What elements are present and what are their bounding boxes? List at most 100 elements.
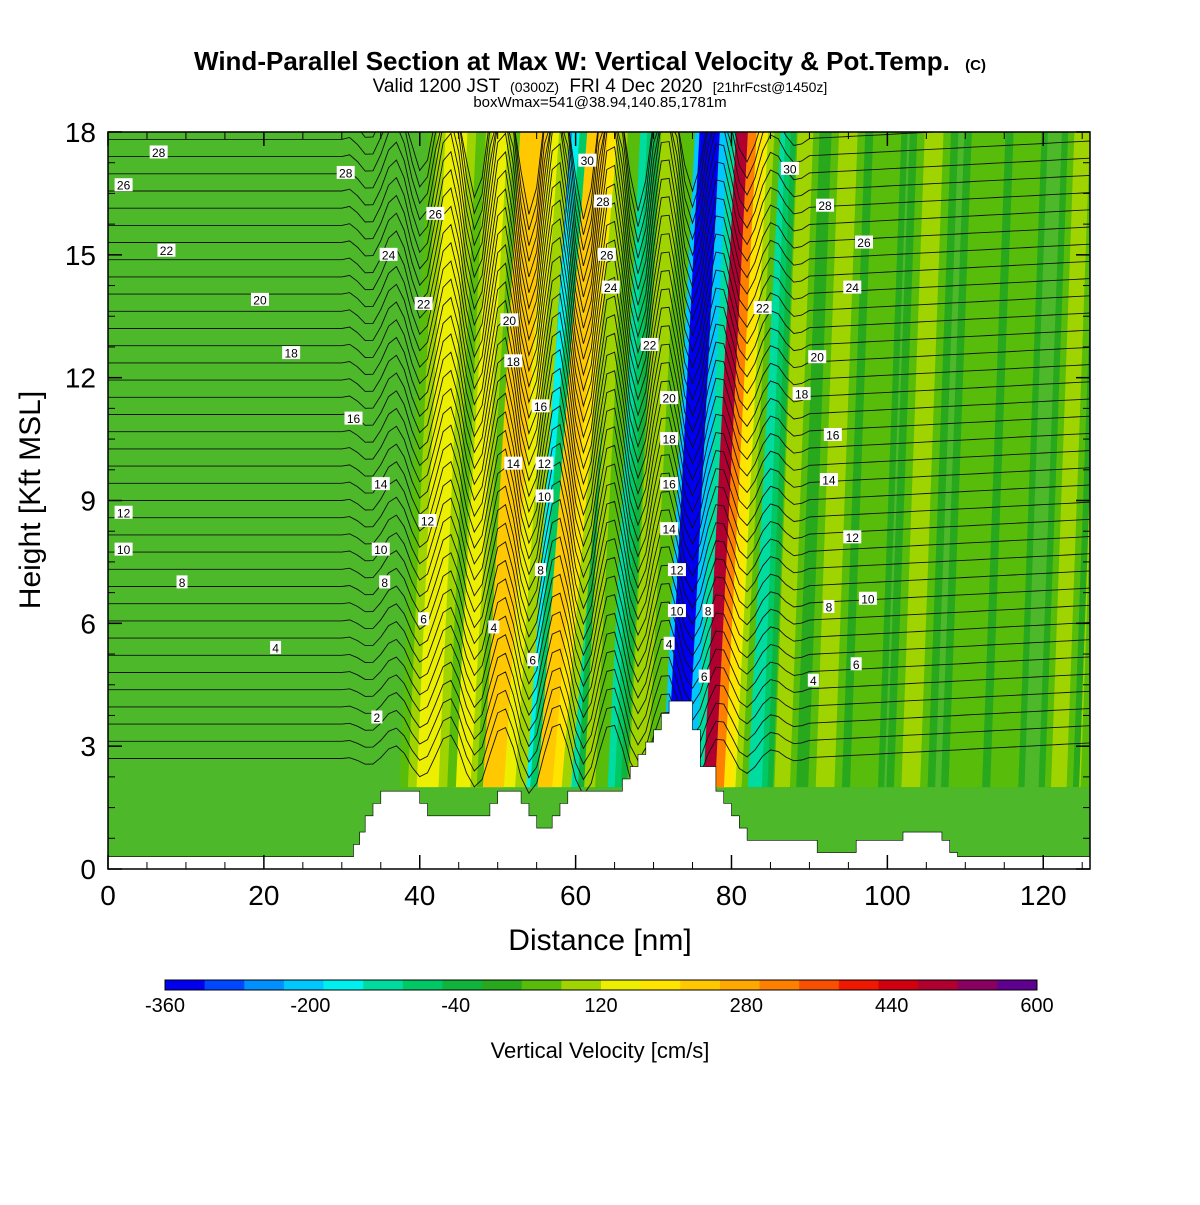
isotherm-label-1: 26 (114, 178, 133, 193)
isotherm-label-34: 20 (660, 391, 679, 406)
isotherm-label-bg (535, 489, 554, 503)
isotherm-label-bg (640, 337, 659, 351)
isotherm-line-17 (108, 405, 1090, 532)
isotherm-label-54: 8 (823, 599, 835, 614)
isotherm-label-text: 14 (822, 474, 836, 488)
isotherm-label-bg (667, 563, 686, 577)
isotherm-label-24: 12 (535, 456, 554, 471)
isotherm-line-23 (108, 292, 1090, 439)
isotherm-label-33: 22 (640, 337, 659, 352)
colorbar-swatch-5 (363, 980, 404, 990)
isotherm-label-text: 10 (117, 543, 131, 557)
y-axis-title: Height [Kft MSL] (14, 391, 47, 609)
isotherm-line-8 (108, 573, 1090, 672)
isotherm-label-text: 16 (662, 478, 676, 492)
isotherm-label-bg (535, 456, 554, 470)
velocity-band-15-0 (856, 132, 896, 788)
y-tick-label-6: 18 (65, 117, 96, 148)
colorbar-swatch-8 (482, 980, 523, 990)
isotherm-label-text: 20 (503, 314, 517, 328)
isotherm-label-4: 18 (282, 346, 301, 361)
isotherm-label-text: 24 (382, 248, 396, 262)
isotherm-line-9 (108, 555, 1090, 657)
isotherm-label-text: 12 (846, 531, 860, 545)
isotherm-label-text: 2 (374, 711, 381, 725)
isotherm-line-24 (108, 274, 1090, 424)
isotherm-line-25 (108, 255, 1090, 408)
colorbar: -360 -200 -40 120 280 440 600 (145, 979, 1054, 1017)
colorbar-swatch-11 (601, 980, 642, 990)
isotherm-label-text: 26 (857, 236, 871, 250)
colorbar-swatch-6 (402, 980, 443, 990)
isotherm-label-bg (504, 456, 523, 470)
isotherm-label-56: 4 (807, 673, 819, 688)
colorbar-swatch-21 (997, 980, 1038, 990)
isotherm-label-2: 22 (157, 243, 176, 258)
isotherm-label-bg (808, 350, 827, 364)
colorbar-swatch-3 (283, 980, 324, 990)
isotherm-label-32: 24 (601, 280, 620, 295)
isotherm-label-bg (858, 591, 877, 605)
isotherm-label-bg (819, 473, 838, 487)
isotherm-label-40: 4 (663, 636, 675, 651)
colorbar-swatch-1 (204, 980, 245, 990)
isotherm-label-bg (753, 301, 772, 315)
isotherm-line-30 (108, 161, 1090, 329)
plot-area: 2826222018161412108422826242212108620181… (65, 117, 1091, 911)
x-tick-label-6: 120 (1020, 880, 1067, 911)
isotherm-label-text: 16 (347, 412, 361, 426)
isotherm-line-12 (108, 498, 1090, 610)
isotherm-label-39: 10 (667, 604, 686, 619)
isotherm-label-11: 2 (371, 710, 383, 725)
y-axis: 0 3 6 9 12 15 18 (65, 117, 1090, 885)
isotherm-label-50: 16 (823, 427, 842, 442)
isotherm-label-bg (250, 292, 269, 306)
isotherm-label-17: 10 (371, 542, 390, 557)
isotherm-line-27 (108, 217, 1090, 377)
isotherm-label-text: 6 (420, 613, 427, 627)
colorbar-title: Vertical Velocity [cm/s] (491, 1038, 710, 1063)
isotherm-label-bg (504, 354, 523, 368)
x-tick-label-3: 60 (560, 880, 591, 911)
isotherm-label-bg (414, 296, 433, 310)
isotherm-label-35: 18 (660, 432, 679, 447)
isotherm-label-41: 8 (702, 604, 714, 619)
isotherm-label-text: 4 (810, 674, 817, 688)
isotherm-label-text: 16 (534, 400, 548, 414)
isotherm-label-text: 24 (846, 281, 860, 295)
y-tick-label-1: 3 (80, 731, 96, 762)
isotherm-label-bg (527, 653, 539, 667)
isotherm-label-text: 28 (818, 199, 832, 213)
colorbar-swatch-2 (244, 980, 285, 990)
isotherm-label-bg (807, 673, 819, 687)
isotherm-line-6 (108, 611, 1090, 703)
isotherm-label-bg (816, 198, 835, 212)
colorbar-swatch-7 (442, 980, 483, 990)
isotherm-label-49: 18 (792, 387, 811, 402)
isotherm-label-text: 26 (117, 179, 131, 193)
isotherm-label-6: 14 (371, 477, 390, 492)
isotherm-line-15 (108, 442, 1090, 563)
isotherm-label-bg (535, 563, 547, 577)
isotherm-label-18: 8 (379, 575, 391, 590)
isotherm-label-text: 22 (160, 244, 174, 258)
isotherm-label-bg (371, 542, 390, 556)
isotherm-label-bg (379, 575, 391, 589)
colorbar-tick-label-3: 120 (584, 995, 617, 1017)
isotherm-label-text: 12 (670, 564, 684, 578)
isotherm-label-text: 6 (529, 654, 536, 668)
isotherm-label-text: 12 (538, 457, 552, 471)
isotherm-label-bg (660, 391, 679, 405)
isotherm-line-7 (108, 592, 1090, 688)
isotherm-label-text: 16 (826, 428, 840, 442)
colorbar-swatch-14 (719, 980, 760, 990)
isotherm-label-bg (854, 235, 873, 249)
x-tick-label-1: 20 (248, 880, 279, 911)
colorbar-tick-label-6: 600 (1020, 995, 1053, 1017)
isotherm-label-text: 24 (604, 281, 618, 295)
isotherm-label-bg (597, 247, 616, 261)
x-tick-label-4: 80 (716, 880, 747, 911)
isotherm-line-0 (108, 723, 1090, 797)
